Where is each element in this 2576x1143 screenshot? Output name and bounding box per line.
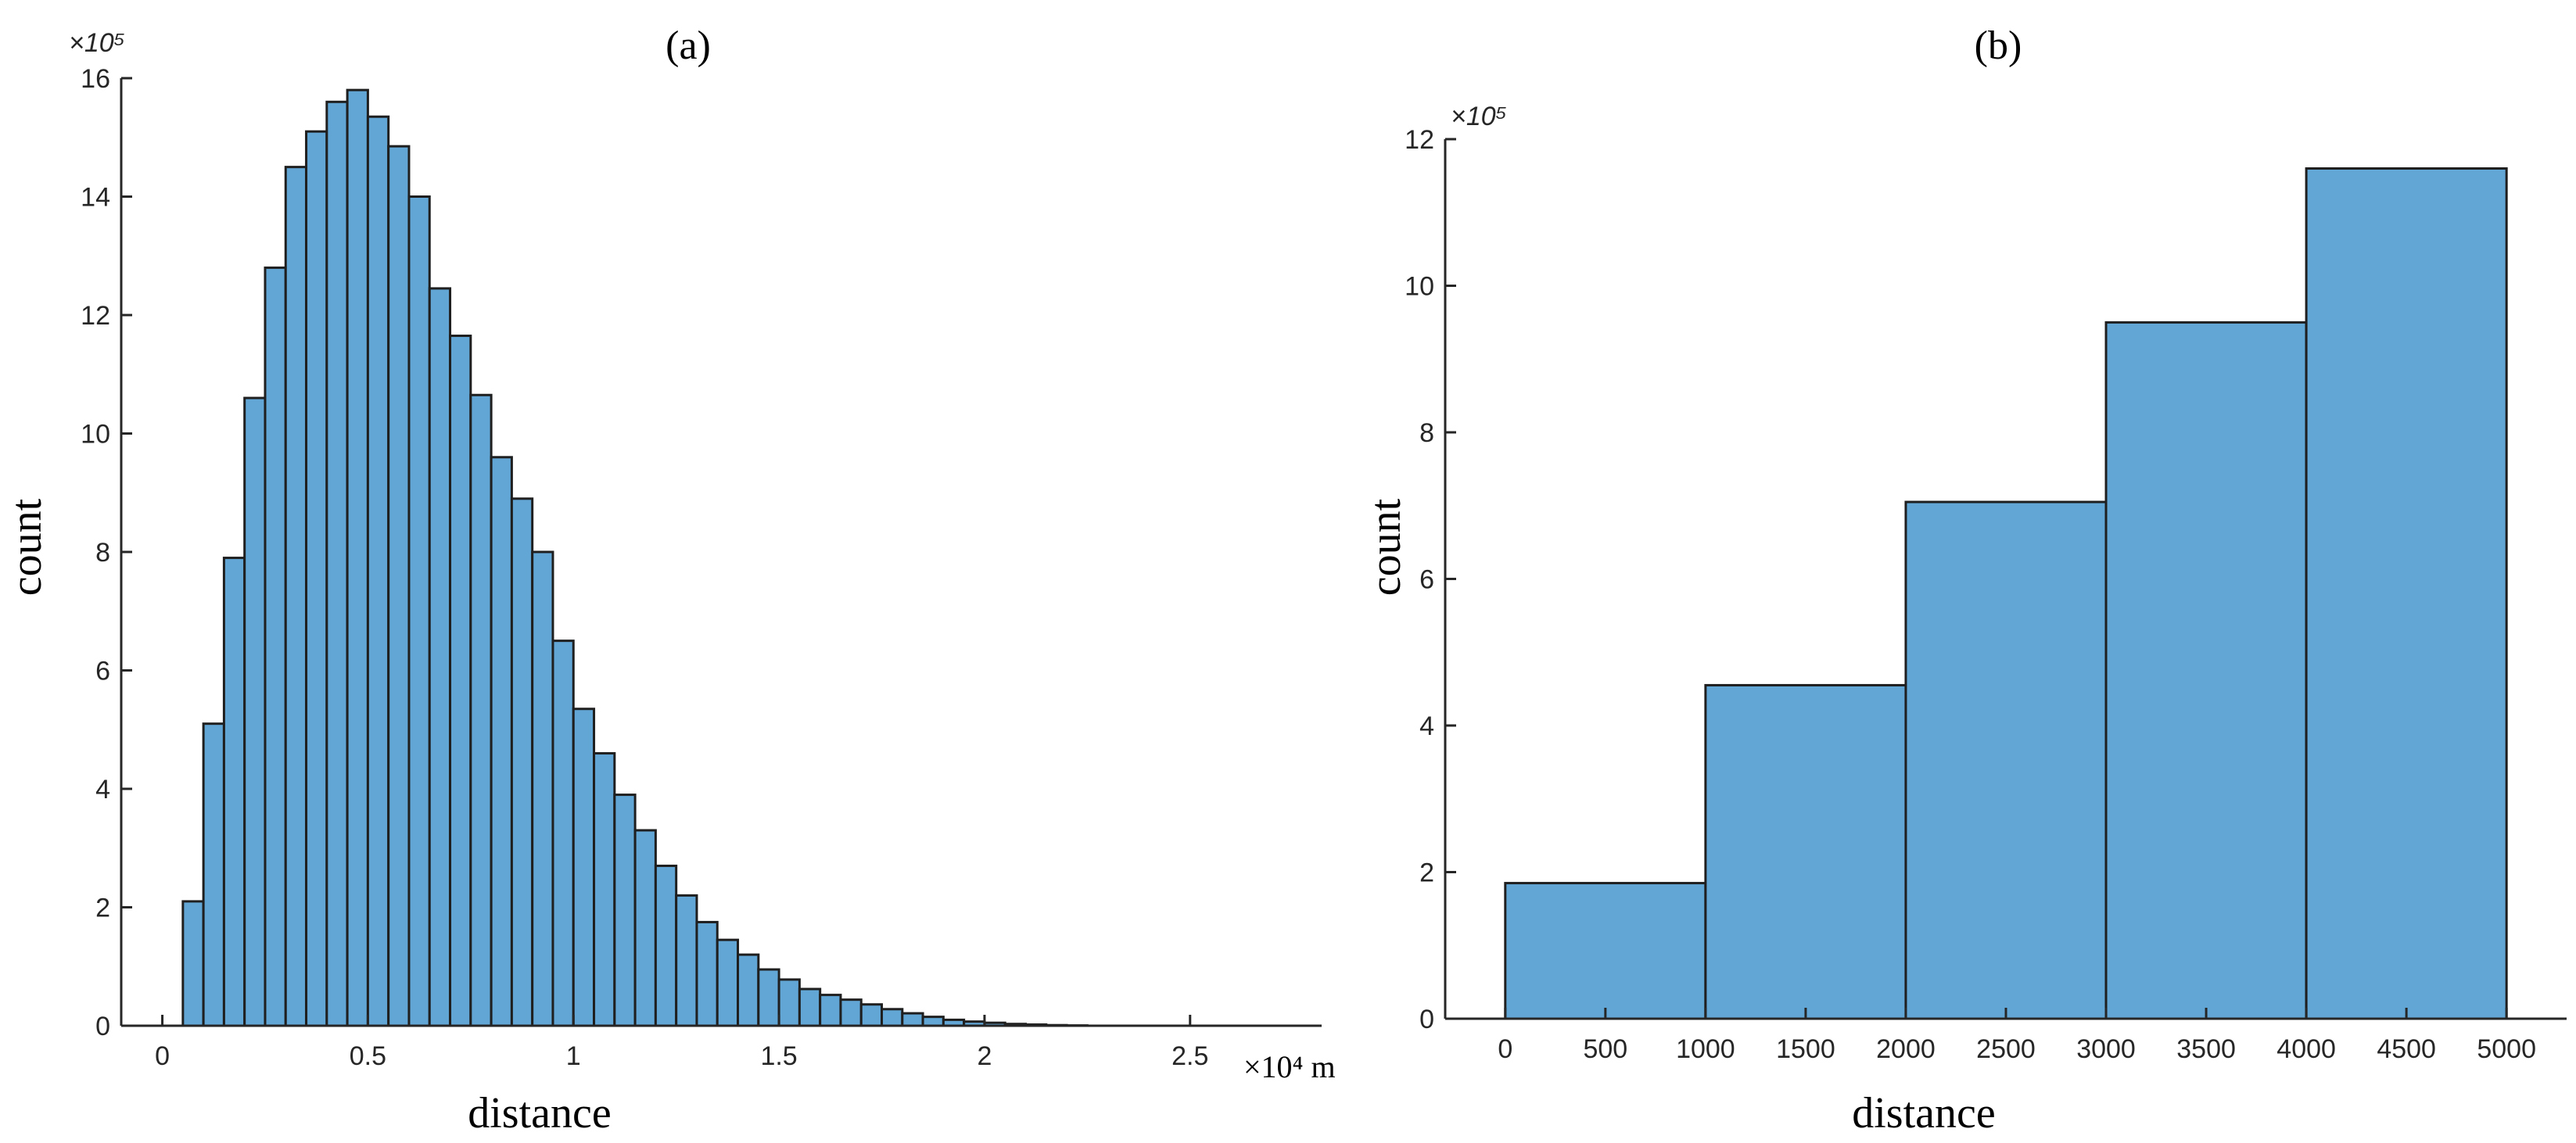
panel-a-y-axis-label: count [2,498,51,596]
panel-a-bar [716,938,740,1027]
panel-a-bar [510,497,534,1027]
panel-a-bar [757,968,780,1027]
panel-b-bar [1504,882,1707,1020]
panel-a-bar [737,953,760,1027]
panel-a-x-tick-label: 1 [566,1041,581,1071]
panel-a-y-tick-label: 6 [95,657,110,686]
panel-a-axes: 0 2 4 6 8 10 12 14 16 0 0.5 1 1.5 2 2.5 [81,64,1322,1071]
panel-a-x-tick-label: 0.5 [350,1041,386,1071]
panel-a-y-tick-label: 14 [81,183,110,213]
panel-b-y-tick-label: 4 [1419,711,1434,741]
panel-a-bar [469,393,493,1027]
panel-b-x-axis-label: distance [1852,1089,1995,1138]
panel-b-y-tick-label: 6 [1419,565,1434,595]
panel-a-bar [264,266,287,1027]
panel-a-bar [387,145,411,1027]
panel-a-y-tick-label: 8 [95,538,110,568]
panel-a-y-tick-label: 16 [81,64,110,94]
panel-b-x-tick-label: 2500 [1976,1034,2036,1064]
panel-a-title: (a) [666,23,711,68]
panel-a-x-tick-label: 2.5 [1171,1041,1208,1071]
panel-a-bar [243,396,267,1027]
panel-a-bar [921,1016,945,1027]
panel-a-bar [407,195,431,1027]
panel-a-bar [695,920,719,1027]
panel-a-bar [325,100,349,1027]
panel-a-bar [881,1008,904,1027]
panel-a-bar [428,287,452,1027]
panel-a-y-tick-label: 2 [95,894,110,923]
panel-a-x-axis-label: distance [468,1089,611,1138]
panel-b-bar [2104,321,2308,1020]
panel-a-bar [675,894,698,1027]
panel-a-bar [366,115,390,1027]
panel-a-bar [798,987,822,1027]
panel-a-bar [490,456,513,1027]
panel-b-x-tick-label: 4500 [2377,1034,2436,1064]
panel-b-x-tick-label: 3500 [2176,1034,2236,1064]
panel-a-bar [284,166,308,1027]
histogram-panel-b: (b) ×10⁵ count distance 0 2 4 6 8 10 12 0 500 100… [1362,23,2567,1138]
panel-a-x-exponent: ×10⁴ m [1243,1049,1336,1084]
panel-a-bar [572,708,596,1027]
panel-a-bar [633,829,657,1027]
panel-b-x-tick-label: 4000 [2276,1034,2336,1064]
panel-a-bar [839,998,863,1027]
panel-a-x-tick-label: 1.5 [760,1041,797,1071]
panel-a-bar [531,550,554,1027]
panel-b-y-exponent: ×10⁵ [1451,102,1507,131]
panel-b-x-tick-label: 1000 [1676,1034,1735,1064]
panel-a-y-tick-label: 4 [95,775,110,804]
panel-a-y-tick-label: 12 [81,301,110,331]
panel-b-bar [1904,500,2108,1020]
panel-b-y-tick-label: 8 [1419,418,1434,448]
panel-b-x-tick-label: 500 [1583,1034,1627,1064]
panel-a-bar [593,752,616,1027]
panel-a-bar [181,900,205,1027]
panel-a-bar [777,978,801,1027]
panel-b-y-tick-label: 2 [1419,858,1434,888]
panel-a-y-exponent: ×10⁵ [69,28,125,58]
panel-a-bar [202,722,225,1027]
panel-a-bars [181,88,1089,1027]
panel-b-x-tick-label: 0 [1498,1034,1512,1064]
panel-a-bar [222,557,246,1027]
panel-b-bars [1504,167,2508,1020]
panel-b-y-tick-label: 0 [1419,1005,1434,1034]
panel-a-bar [901,1012,924,1027]
panel-b-axes: 0 2 4 6 8 10 12 0 500 1000 1500 2000 2500 3000 3500 400… [1405,125,2567,1064]
panel-b-x-tick-label: 3000 [2076,1034,2136,1064]
panel-a-bar [346,88,369,1027]
panel-b-x-tick-label: 5000 [2477,1034,2536,1064]
panel-a-bar [613,794,637,1027]
panel-b-x-tick-label: 2000 [1876,1034,1936,1064]
panel-a-bar [819,994,842,1027]
panel-a-y-tick-label: 0 [95,1012,110,1041]
panel-b-y-tick-label: 10 [1405,272,1434,302]
panel-b-title: (b) [1975,23,2022,68]
panel-a-bar [449,335,472,1027]
panel-b-x-tick-label: 1500 [1776,1034,1835,1064]
panel-a-x-tick-label: 2 [977,1041,992,1071]
panel-a-y-tick-label: 10 [81,420,110,450]
panel-b-bar [2305,167,2508,1020]
panel-b-y-axis-label: count [1362,498,1410,596]
panel-a-x-tick-label: 0 [155,1041,170,1071]
panel-b-bar [1704,683,1907,1020]
panel-a-bar [305,130,328,1027]
panel-b-y-tick-label: 12 [1405,125,1434,155]
panel-a-bar [654,864,678,1027]
panel-a-bar [859,1003,884,1027]
histogram-panel-a: (a) ×10⁵ count distance ×10⁴ m 024681012… [2,23,1336,1138]
panel-a-bar [551,640,575,1027]
